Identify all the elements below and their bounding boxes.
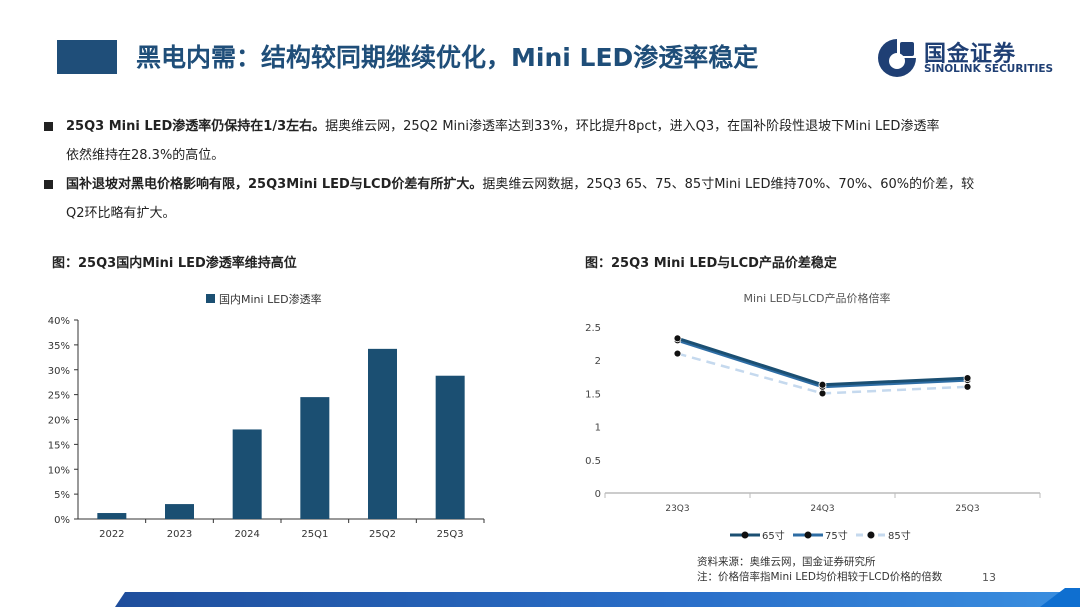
bullet-square-icon [44,180,53,189]
x-tick-label: 2023 [167,529,192,540]
footer-bar [115,588,1080,607]
bullet-text-continued: 依然维持在28.3%的高位。 [66,148,225,163]
y-tick-label: 30% [48,366,70,377]
bullet-text: 据奥维云网，25Q2 Mini渗透率达到33%，环比提升8pct，进入Q3，在国… [325,119,940,134]
bar [97,513,127,519]
bullet-bold-text: 25Q3 Mini LED渗透率仍保持在1/3左右。 [66,119,326,134]
chart-title: Mini LED与LCD产品价格倍率 [744,291,891,305]
bullet-text-continued: Q2环比略有扩大。 [66,206,176,221]
bullet-list: 25Q3 Mini LED渗透率仍保持在1/3左右。据奥维云网，25Q2 Min… [44,112,1034,228]
x-tick-label: 25Q1 [301,529,328,540]
y-tick-label: 2 [595,356,601,367]
left-chart-caption: 图：25Q3国内Mini LED渗透率维持高位 [52,256,297,271]
page-number: 13 [982,571,996,584]
legend-marker [867,531,875,539]
logo-mark-icon [878,39,916,77]
x-tick-label: 25Q3 [955,504,979,514]
x-tick-label: 25Q3 [437,529,464,540]
series-point-85寸 [818,389,827,398]
right-chart-caption: 图：25Q3 Mini LED与LCD产品价差稳定 [585,256,837,271]
series-point-65寸 [673,334,682,343]
x-tick-label: 25Q2 [369,529,396,540]
legend-marker [804,531,812,539]
series-point-65寸 [818,380,827,389]
y-tick-label: 35% [48,341,70,352]
legend-label: 85寸 [888,529,911,542]
y-tick-label: 20% [48,416,70,427]
bar [300,397,330,519]
price-ratio-line-chart: Mini LED与LCD产品价格倍率 0 0.5 1 1.5 2 2.5 23Q3 24Q3 2… [585,291,1041,542]
bullet-square-icon [44,122,53,131]
x-tick-label: 2022 [99,529,124,540]
title-accent-bar [57,40,117,74]
logo-chinese-name: 国金证券 [924,42,1017,67]
legend-label: 75寸 [825,529,848,542]
bar [368,348,397,519]
source-footnote: 资料来源：奥维云网，国金证券研究所 注：价格倍率指Mini LED均价相较于LC… [697,555,942,585]
y-tick-label: 0% [54,515,70,526]
y-tick-label: 15% [48,440,70,451]
series-line-65寸 [677,336,968,387]
y-tick-label: 5% [54,490,70,501]
x-tick-label: 23Q3 [665,504,689,514]
note-line: 注：价格倍率指Mini LED均价相较于LCD价格的倍数 [697,571,943,583]
legend-marker [741,531,749,539]
y-tick-label: 25% [48,391,70,402]
bar [435,375,465,519]
bullet-bold-text: 国补退坡对黑电价格影响有限，25Q3Mini LED与LCD价差有所扩大。 [66,177,483,192]
y-tick-label: 1.5 [585,389,601,400]
legend-swatch [206,294,215,303]
logo-english-name: SINOLINK SECURITIES [924,63,1054,75]
bullet-text: 据奥维云网数据，25Q3 65、75、85寸Mini LED维持70%、70%、… [482,177,975,192]
y-tick-label: 10% [48,465,70,476]
y-tick-label: 1 [595,423,601,434]
x-tick-label: 24Q3 [810,504,834,514]
source-line: 资料来源：奥维云网，国金证券研究所 [697,556,876,568]
bar [232,429,262,519]
penetration-bar-chart: 国内Mini LED渗透率 0% 5% 10% 15% 20% 25% 30% 35% 40% 2… [48,292,485,540]
x-tick-label: 2024 [234,529,259,540]
y-tick-label: 2.5 [585,323,601,334]
series-point-85寸 [673,349,682,358]
company-logo: 国金证券 SINOLINK SECURITIES [876,36,1066,80]
y-tick-label: 0 [595,489,601,500]
bullet-item: 国补退坡对黑电价格影响有限，25Q3Mini LED与LCD价差有所扩大。据奥维… [44,170,1034,228]
series-point-85寸 [963,382,972,391]
page-title: 黑电内需：结构较同期继续优化，Mini LED渗透率稳定 [136,43,759,72]
bar [165,504,194,519]
series-point-65寸 [963,374,972,383]
bullet-item: 25Q3 Mini LED渗透率仍保持在1/3左右。据奥维云网，25Q2 Min… [44,112,1034,170]
legend-label: 国内Mini LED渗透率 [219,292,322,306]
legend-label: 65寸 [762,529,785,542]
y-tick-label: 0.5 [585,456,601,467]
y-tick-label: 40% [48,316,70,327]
